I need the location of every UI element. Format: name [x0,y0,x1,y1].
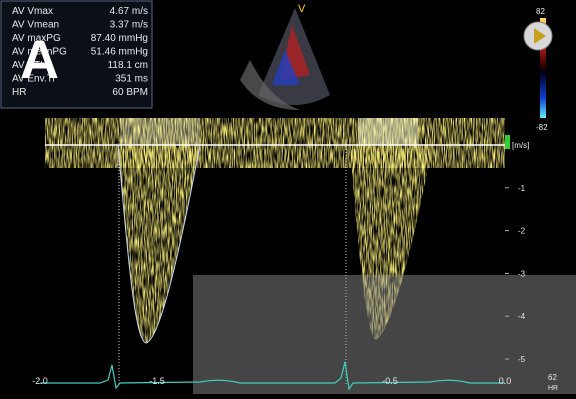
echo-sector: V [240,3,330,110]
measurement-label: AV Vmax [12,6,53,17]
color-bar-bottom: -82 [536,123,548,132]
doppler-screen: V AV Vmax4.67 m/sAV Vmean3.37 m/sAV maxP… [0,0,576,394]
measurement-value: 4.67 m/s [110,6,148,17]
velocity-tick-label: -5 [518,355,526,364]
velocity-tick-label: [m/s] [512,141,529,150]
velocity-tick-label: -3 [518,269,526,278]
hr-value: 62 [548,373,557,382]
measurement-value: 87.40 mmHg [91,33,148,44]
time-tick-label: -2.0 [32,376,48,386]
measurement-value: 118.1 cm [108,60,148,71]
hr-label: HR [548,385,558,392]
time-tick-label: 0.0 [499,376,512,386]
velocity-tick-label: -2 [518,227,526,236]
measurement-value: 60 BPM [112,87,148,98]
time-tick-label: -0.5 [382,376,398,386]
measurement-value: 351 ms [115,74,148,85]
color-bar-top: 82 [536,7,545,16]
measurement-value: 51.46 mmHg [91,47,148,58]
probe-marker: V [298,3,306,15]
time-tick-label: -1.5 [149,376,165,386]
measurement-label: AV Vmean [12,20,59,31]
play-button[interactable] [524,22,552,50]
velocity-tick-label: -4 [518,312,526,321]
measurement-value: 3.37 m/s [110,20,148,31]
velocity-tick-label: -1 [518,184,526,193]
panel-label: A [20,30,59,90]
